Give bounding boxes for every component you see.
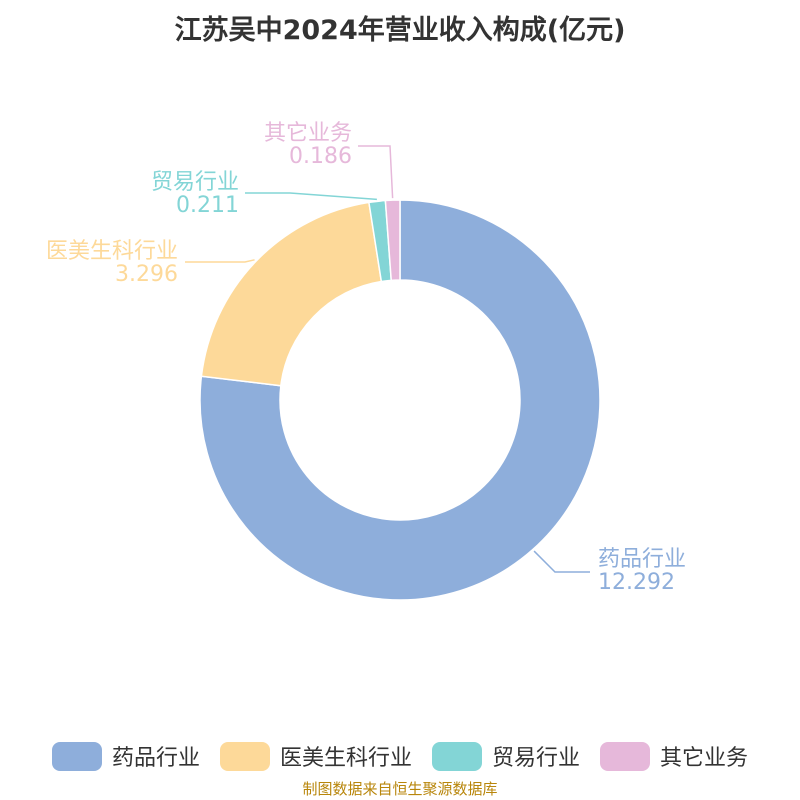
leader-line-2 xyxy=(245,192,377,201)
slice-label-name-3: 其它业务 xyxy=(264,121,352,146)
slices-group xyxy=(199,199,601,601)
legend-swatch-3 xyxy=(600,741,651,771)
legend-label-2: 贸易行业 xyxy=(492,746,581,771)
legend-label-3: 其它业务 xyxy=(660,746,749,771)
legend-swatch-2 xyxy=(432,741,482,771)
slice-label-name-2: 贸易行业 xyxy=(151,170,239,195)
leader-lines-group xyxy=(185,145,590,573)
legend-item-2[interactable]: 贸易行业 xyxy=(432,736,580,776)
chart-title: 江苏吴中2024年营业收入构成(亿元) xyxy=(174,15,626,46)
slice-1[interactable] xyxy=(200,201,383,387)
slice-label-value-2: 0.211 xyxy=(176,193,239,218)
slice-label-value-1: 3.296 xyxy=(115,262,178,287)
legend-label-1: 医美生科行业 xyxy=(279,746,412,771)
slice-label-name-0: 药品行业 xyxy=(598,547,686,572)
slice-0[interactable] xyxy=(199,199,601,601)
legend-item-0[interactable]: 药品行业 xyxy=(51,736,200,776)
slice-label-value-0: 12.292 xyxy=(598,570,675,595)
legend-swatch-1 xyxy=(219,741,270,771)
leader-line-1 xyxy=(185,259,255,263)
leader-line-0 xyxy=(533,550,590,573)
legend: 药品行业 医美生科行业 贸易行业 其它业务 xyxy=(0,736,800,776)
legend-label-0: 药品行业 xyxy=(111,746,200,771)
legend-swatch-0 xyxy=(51,741,102,771)
slice-label-name-1: 医美生科行业 xyxy=(46,239,178,264)
slice-label-value-3: 0.186 xyxy=(289,144,352,169)
source-note: 制图数据来自恒生聚源数据库 xyxy=(302,780,498,798)
legend-item-1[interactable]: 医美生科行业 xyxy=(219,736,412,776)
leader-line-3 xyxy=(358,145,394,199)
slice-3[interactable] xyxy=(384,199,401,282)
legend-item-3[interactable]: 其它业务 xyxy=(600,736,748,776)
